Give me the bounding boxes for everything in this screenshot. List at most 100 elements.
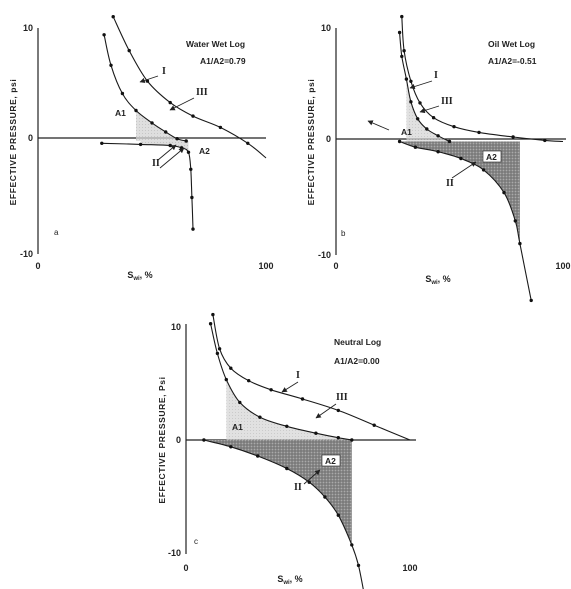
panel-c-point-III-4 xyxy=(258,415,262,419)
panel-c-point-III-7 xyxy=(336,436,340,440)
panel-c-point-I-4 xyxy=(269,388,273,392)
panel-c-point-III-8 xyxy=(350,438,354,442)
panel-c-ytick-10: 10 xyxy=(171,322,181,332)
panel-b-point-II-5 xyxy=(502,190,506,195)
panel-b-point-I-5 xyxy=(452,125,456,129)
panel-c-point-II-6 xyxy=(336,513,340,517)
panel-b-label-I: I xyxy=(434,70,438,81)
panel-a-point-II-0 xyxy=(100,141,104,145)
panel-c-curve-II xyxy=(203,439,364,589)
panel-c-point-II-2 xyxy=(256,454,260,458)
panel-a-point-II-1 xyxy=(138,142,143,147)
panel-a-point-III-4 xyxy=(150,121,154,125)
panel-a-ytick-neg10: -10 xyxy=(20,249,33,259)
panel-b-y-label: EFFECTIVE PRESSURE, psi xyxy=(306,79,316,206)
panel-a-point-II-4 xyxy=(186,150,191,154)
panel-b-point-III-7 xyxy=(447,139,452,144)
panel-b-point-II-6 xyxy=(513,219,517,223)
panel-b-point-II-3 xyxy=(459,156,463,161)
panel-b-ytick-10: 10 xyxy=(321,23,331,33)
panel-b-ytick-0: 0 xyxy=(326,134,331,144)
panel-b-point-II-8 xyxy=(529,298,533,303)
panel-b-label-A1: A1 xyxy=(401,127,412,137)
panel-c-label-A2: A2 xyxy=(325,456,336,466)
panel-a-leader-II xyxy=(157,144,177,161)
panel-a-label-A2: A2 xyxy=(199,146,210,156)
panel-b-point-III-1 xyxy=(400,54,404,59)
panel-a-point-I-3 xyxy=(168,100,172,105)
panel-a-letter: a xyxy=(54,228,59,237)
panel-a-label-I: I xyxy=(162,66,166,77)
panel-b-oil-wet: 10 0 -10 0 100 EFFECTIVE PRESSURE, psi S… xyxy=(306,23,571,286)
panel-b-point-II-2 xyxy=(436,150,440,154)
panel-a-water-wet: 10 0 -10 0 100 EFFECTIVE PRESSURE, psi S… xyxy=(8,23,274,282)
panel-a-leader-I xyxy=(139,75,159,84)
panel-a-y-label: EFFECTIVE PRESSURE, psi xyxy=(8,79,18,206)
panel-c-point-I-0 xyxy=(211,312,215,317)
panel-a-xtick-0: 0 xyxy=(35,261,40,271)
panel-c-point-I-6 xyxy=(336,408,340,413)
panel-a-point-III-5 xyxy=(164,130,168,134)
panel-c-point-I-2 xyxy=(229,366,233,370)
panel-b-point-I-4 xyxy=(431,116,436,120)
panel-a-area-A1-shading xyxy=(136,110,187,141)
panel-b-point-I-8 xyxy=(543,138,547,143)
panel-b-ratio: A1/A2=-0.51 xyxy=(488,56,537,66)
panel-c-area-A1-shading xyxy=(226,379,352,440)
panel-c-xtick-100: 100 xyxy=(402,563,417,573)
panel-a-point-I-1 xyxy=(127,48,131,53)
panel-a-point-III-0 xyxy=(102,33,106,37)
panel-c-label-A1: A1 xyxy=(232,422,243,432)
panel-b-x-label: Swi, % xyxy=(425,274,450,286)
panel-c-point-III-2 xyxy=(224,377,228,382)
panel-c-xtick-0: 0 xyxy=(183,563,188,573)
panel-c-point-II-5 xyxy=(323,495,327,499)
panel-b-point-II-0 xyxy=(397,139,402,144)
panel-a-point-II-5 xyxy=(189,167,193,171)
panel-a-ytick-10: 10 xyxy=(23,23,33,33)
panel-c-label-III: III xyxy=(336,392,348,403)
panel-a-curve-II xyxy=(101,142,194,230)
panel-b-point-III-5 xyxy=(425,127,429,131)
panel-b-point-I-7 xyxy=(511,135,515,139)
panel-c-point-III-5 xyxy=(285,424,289,428)
panel-a-point-II-6 xyxy=(190,195,194,200)
panel-b-point-III-2 xyxy=(404,77,409,81)
panel-b-point-II-1 xyxy=(413,145,418,149)
panel-b-point-III-4 xyxy=(416,117,420,121)
panel-a-point-I-0 xyxy=(111,15,115,19)
panel-a-point-II-2 xyxy=(168,143,172,148)
panel-b-point-II-7 xyxy=(518,241,522,246)
panel-c-leader-II xyxy=(303,469,321,485)
panel-b-leader-A1 xyxy=(367,120,390,131)
panel-c-label-box-A2 xyxy=(321,454,341,467)
panel-b-leader-II xyxy=(451,161,477,179)
panel-c-x-label: Swi, % xyxy=(277,574,302,586)
panel-b-label-box-A2 xyxy=(482,150,502,163)
panel-a-point-III-3 xyxy=(134,108,138,113)
panel-a-point-II-7 xyxy=(191,227,195,231)
panel-b-ytick-neg10: -10 xyxy=(318,250,331,260)
panel-c-point-II-7 xyxy=(350,543,354,547)
panel-a-point-I-5 xyxy=(218,125,223,130)
panel-c-point-I-5 xyxy=(300,397,305,401)
panel-b-label-II: II xyxy=(446,178,454,189)
panel-c-ytick-0: 0 xyxy=(176,435,181,445)
panel-b-point-I-0 xyxy=(400,14,404,19)
panel-a-area-A2-shading xyxy=(140,141,189,153)
panel-c-label-I: I xyxy=(296,370,300,381)
panel-a-xtick-100: 100 xyxy=(258,261,273,271)
panel-b-label-A2: A2 xyxy=(486,152,497,162)
panel-a-point-I-6 xyxy=(246,141,250,145)
panel-a-label-III: III xyxy=(196,87,208,98)
panel-a-curve-I xyxy=(112,16,267,159)
panel-b-label-III: III xyxy=(441,96,453,107)
panel-b-curve-I xyxy=(401,16,564,143)
panel-c-point-III-1 xyxy=(215,351,220,356)
panel-c-ratio: A1/A2=0.00 xyxy=(334,356,380,366)
panel-a-x-label: Swi, % xyxy=(127,270,152,282)
panel-b-point-I-3 xyxy=(418,101,422,105)
panel-b-xtick-0: 0 xyxy=(333,261,338,271)
